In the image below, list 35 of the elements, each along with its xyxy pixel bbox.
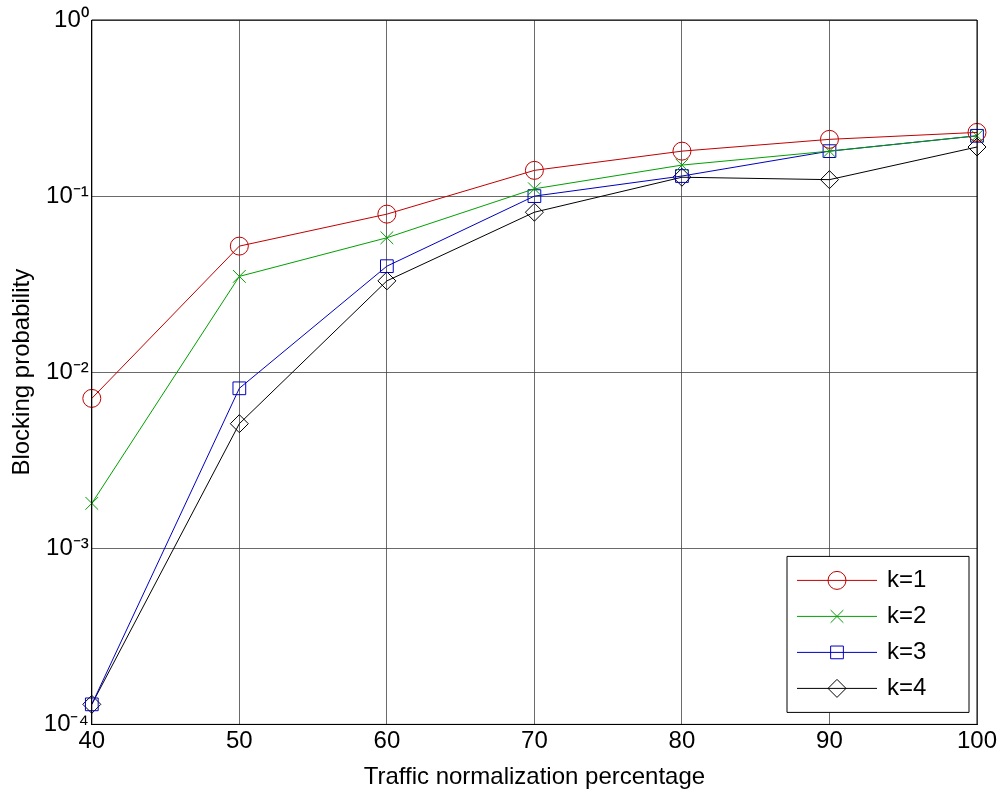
x-tick-label: 60 [373, 726, 401, 754]
y-tick-label: 10⁻¹ [46, 180, 89, 208]
point [84, 496, 99, 511]
point [819, 170, 839, 190]
point [380, 230, 394, 245]
y-tick-label: 10⁻² [46, 356, 89, 384]
point [82, 388, 102, 408]
x-tick-label: 100 [956, 726, 998, 754]
point [232, 269, 247, 284]
y-tick-label: 10⁰ [54, 4, 89, 32]
point [819, 129, 839, 149]
point [229, 414, 249, 434]
x-axis-title: Traffic normalization percentage [363, 762, 706, 790]
point [967, 122, 987, 142]
point [524, 202, 544, 222]
x-tick-label: 50 [225, 726, 253, 754]
point [527, 181, 542, 196]
y-axis-title: Blocking probability [7, 268, 35, 476]
x-tick-label: 70 [521, 726, 548, 754]
y-tick-label: 10⁻³ [46, 532, 89, 560]
point [377, 271, 397, 291]
legend-label: k=3 [887, 637, 927, 665]
point [232, 381, 247, 396]
legend-label: k=1 [887, 565, 927, 593]
point [527, 189, 542, 203]
point [377, 204, 397, 224]
point [672, 141, 692, 161]
point [380, 259, 394, 274]
point [675, 158, 689, 172]
x-tick-label: 90 [816, 726, 843, 754]
legend-label: k=4 [887, 673, 927, 701]
point [524, 160, 544, 180]
legend-label: k=2 [887, 601, 927, 629]
x-tick-label: 80 [668, 726, 696, 754]
point [229, 236, 249, 256]
